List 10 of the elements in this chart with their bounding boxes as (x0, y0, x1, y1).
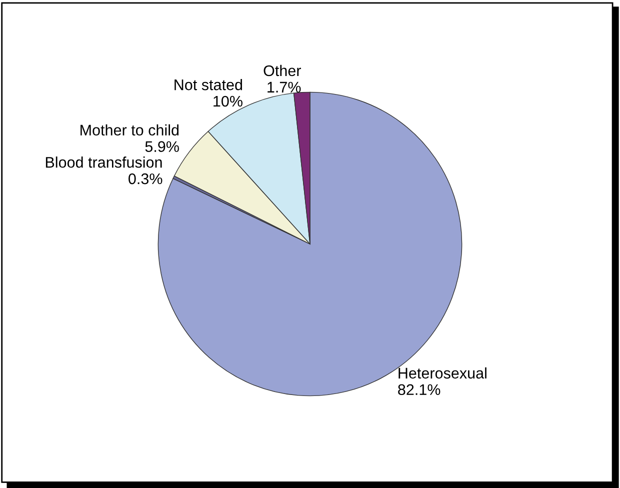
slice-label: Heterosexual (398, 367, 486, 379)
data-label: 10% (214, 96, 242, 107)
slice-label: Other (264, 64, 301, 76)
slice-label: Not stated (174, 79, 242, 90)
data-label: 82.1% (398, 384, 440, 396)
data-label: 0.3% (128, 173, 162, 184)
slice-label: Blood transfusion (46, 156, 162, 168)
slice-label: Mother to child (80, 124, 179, 136)
data-label: 1.7% (268, 82, 301, 93)
data-label: 5.9% (145, 141, 179, 152)
